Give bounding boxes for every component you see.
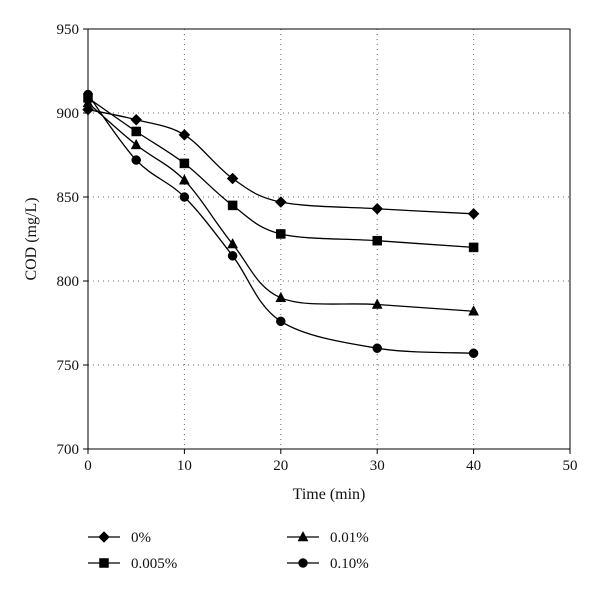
x-tick-label: 20 xyxy=(273,458,288,474)
x-axis-label: Time (min) xyxy=(293,486,366,503)
data-point-triangle xyxy=(275,291,287,303)
data-point-triangle xyxy=(468,305,480,316)
legend-marker-diamond xyxy=(98,531,110,543)
y-tick-label: 750 xyxy=(57,358,80,374)
grid-lines xyxy=(88,29,570,449)
data-point-square xyxy=(468,242,479,253)
legend-marker-circle xyxy=(298,558,308,568)
data-point-circle xyxy=(468,348,479,358)
y-axis-label: COD (mg/L) xyxy=(23,197,40,280)
data-point-triangle xyxy=(82,96,94,108)
data-point-diamond xyxy=(274,196,287,208)
y-tick-label: 800 xyxy=(57,274,80,290)
x-tick-label: 30 xyxy=(370,458,385,474)
series-circle xyxy=(83,89,479,358)
legend-label: 0.01% xyxy=(330,530,369,546)
data-point-square xyxy=(372,235,382,246)
y-tick-label: 700 xyxy=(57,442,80,458)
data-point-triangle xyxy=(371,298,383,309)
x-tick-label: 50 xyxy=(563,458,578,474)
legend-item: 0% xyxy=(88,530,151,546)
data-point-diamond xyxy=(226,172,239,185)
data-point-diamond xyxy=(178,128,191,141)
data-point-circle xyxy=(227,251,238,261)
x-tick-label: 40 xyxy=(466,458,481,474)
data-point-circle xyxy=(131,155,141,165)
y-tick-label: 900 xyxy=(57,106,80,122)
data-point-square xyxy=(276,229,286,239)
y-tick-label: 850 xyxy=(57,190,80,206)
series-group xyxy=(82,89,480,358)
data-point-circle xyxy=(372,343,382,353)
data-point-triangle xyxy=(178,174,190,185)
series-square xyxy=(83,93,479,253)
data-point-diamond xyxy=(130,113,143,126)
data-point-square xyxy=(131,126,141,137)
legend-marker-square xyxy=(99,558,109,568)
legend-label: 0% xyxy=(131,530,151,546)
data-point-circle xyxy=(276,316,286,327)
data-point-triangle xyxy=(227,238,239,249)
data-point-diamond xyxy=(467,207,480,220)
legend: 0% 0.005% 0.01% 0.10% xyxy=(88,530,369,572)
y-tick-label: 950 xyxy=(57,22,80,38)
legend-item: 0.01% xyxy=(287,530,369,546)
legend-item: 0.005% xyxy=(88,556,177,572)
data-point-square xyxy=(179,158,190,169)
axis-ticks: 0 10 20 30 40 50 700 750 800 850 900 950 xyxy=(57,22,578,474)
x-tick-label: 0 xyxy=(84,458,92,474)
legend-label: 0.10% xyxy=(330,556,369,572)
data-point-circle xyxy=(83,89,93,100)
plot-frame xyxy=(87,28,571,450)
legend-item: 0.10% xyxy=(287,556,369,572)
x-tick-label: 10 xyxy=(177,458,192,474)
data-point-circle xyxy=(179,192,190,202)
legend-marker-triangle xyxy=(297,530,309,542)
data-point-triangle xyxy=(130,138,142,150)
legend-label: 0.005% xyxy=(131,556,177,572)
data-point-square xyxy=(227,200,238,211)
series-diamond xyxy=(82,103,480,220)
series-triangle xyxy=(82,96,480,316)
data-point-diamond xyxy=(371,202,384,215)
